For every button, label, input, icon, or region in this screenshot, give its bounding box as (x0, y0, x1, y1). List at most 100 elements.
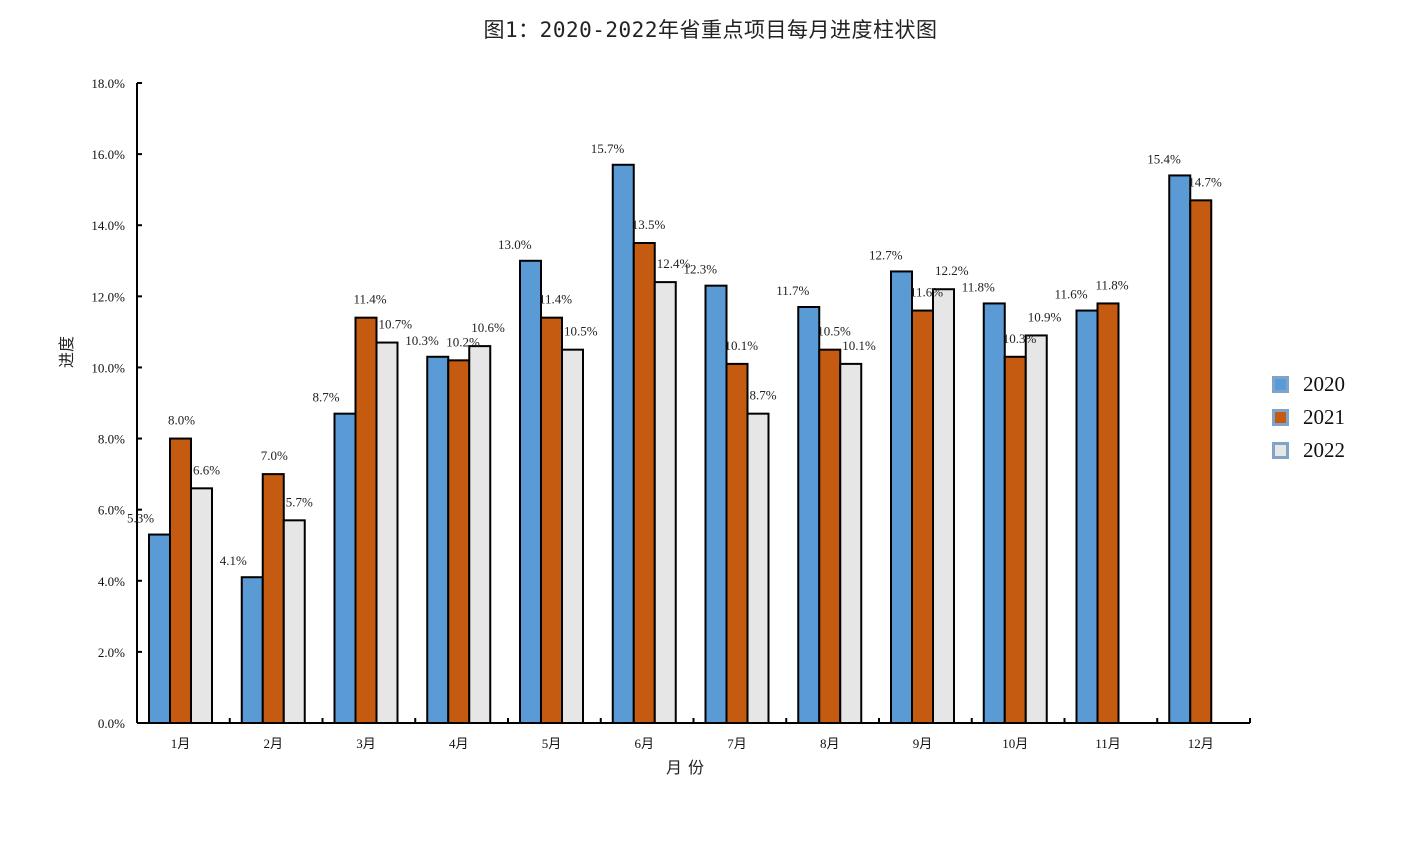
data-label: 12.7% (869, 247, 903, 262)
data-label: 11.7% (776, 283, 809, 298)
x-tick-label: 5月 (542, 736, 562, 751)
bar-2022-9月[interactable] (932, 288, 955, 724)
bar-2020-7月[interactable] (704, 284, 728, 724)
bar-2021-9月[interactable] (911, 309, 934, 724)
data-label: 8.0% (168, 413, 195, 428)
data-label: 11.6% (1055, 287, 1088, 302)
bar-2020-1月[interactable] (148, 533, 171, 724)
y-tick-label: 18.0% (91, 76, 125, 91)
x-tick-label: 11月 (1095, 736, 1121, 751)
data-label: 12.3% (684, 262, 718, 277)
legend-item-2022[interactable]: 2022 (1272, 434, 1345, 467)
legend-item-2020[interactable]: 2020 (1272, 368, 1345, 401)
data-label: 11.4% (539, 292, 572, 307)
bar-2020-10月[interactable] (982, 302, 1006, 724)
bar-2020-5月[interactable] (519, 259, 542, 724)
x-tick-label: 10月 (1002, 736, 1028, 751)
bar-2022-7月[interactable] (746, 412, 770, 724)
data-label: 10.2% (446, 334, 480, 349)
legend-label: 2020 (1303, 372, 1345, 396)
data-label: 10.5% (564, 324, 598, 339)
bar-2021-7月[interactable] (725, 362, 749, 724)
bar-2021-3月[interactable] (354, 316, 378, 724)
legend-swatch-2021 (1272, 409, 1289, 426)
bar-2021-4月[interactable] (447, 359, 471, 724)
legend-label: 2022 (1303, 438, 1345, 462)
bar-2022-6月[interactable] (653, 281, 677, 724)
data-label: 11.4% (354, 292, 387, 307)
x-tick-label: 2月 (263, 736, 283, 751)
data-labels: 5.3% 4.1% 8.7% 10.3% 13.0% 15.7% 12.3% 11.7% 12.… (127, 141, 1222, 568)
y-tick-label: 14.0% (91, 218, 125, 233)
bar-2020-9月[interactable] (890, 270, 913, 724)
data-label: 4.1% (220, 553, 247, 568)
data-label: 6.6% (193, 462, 220, 477)
bar-2022-8月[interactable] (839, 362, 863, 724)
data-label: 11.8% (1096, 277, 1129, 292)
bar-2022-2月[interactable] (282, 519, 306, 724)
bar-2021-5月[interactable] (540, 316, 563, 724)
y-tick-label: 2.0% (98, 645, 125, 660)
data-label: 5.3% (127, 511, 154, 526)
data-label: 10.7% (379, 317, 413, 332)
bar-2020-12月[interactable] (1168, 174, 1192, 724)
data-label: 8.7% (313, 390, 340, 405)
x-tick-label: 7月 (727, 736, 747, 751)
y-tick-label: 6.0% (98, 503, 125, 518)
bar-2020-6月[interactable] (611, 163, 635, 724)
legend: 2020 2021 2022 (1272, 368, 1345, 467)
data-label: 5.7% (286, 494, 313, 509)
bar-2022-1月[interactable] (190, 487, 213, 725)
bar-2020-2月[interactable] (240, 576, 264, 724)
legend-item-2021[interactable]: 2021 (1272, 401, 1345, 434)
data-label: 10.1% (725, 338, 759, 353)
data-label: 15.7% (591, 141, 625, 156)
bar-2022-3月[interactable] (375, 341, 399, 724)
legend-swatch-2020 (1272, 376, 1289, 393)
x-tick-label: 1月 (171, 736, 191, 751)
chart-title: 图1：2020-2022年省重点项目每月进度柱状图 (483, 18, 938, 42)
data-label: 12.2% (935, 263, 969, 278)
data-label: 10.3% (405, 333, 439, 348)
bar-2021-8月[interactable] (818, 348, 842, 724)
x-tick-label: 3月 (356, 736, 376, 751)
bar-2022-5月[interactable] (561, 348, 584, 724)
y-tick-label: 12.0% (91, 289, 125, 304)
x-tick-label: 6月 (634, 736, 654, 751)
bar-2020-4月[interactable] (426, 355, 450, 724)
y-axis-title: 进度 (57, 336, 76, 368)
y-tick-label: 16.0% (91, 147, 125, 162)
bar-2021-10月[interactable] (1003, 355, 1027, 724)
bar-2021-6月[interactable] (632, 242, 656, 724)
y-tick-label: 10.0% (91, 360, 125, 375)
data-label: 13.5% (632, 217, 666, 232)
data-label: 13.0% (498, 237, 532, 252)
x-tick-label: 4月 (449, 736, 469, 751)
bar-2021-12月[interactable] (1189, 199, 1213, 725)
data-label: 10.1% (842, 338, 876, 353)
legend-label: 2021 (1303, 405, 1345, 429)
data-label: 15.4% (1147, 151, 1181, 166)
bar-groups (148, 163, 1213, 725)
bar-2022-4月[interactable] (468, 345, 492, 724)
x-tick-label: 12月 (1188, 736, 1214, 751)
data-label: 14.7% (1188, 174, 1222, 189)
y-tick-label: 4.0% (98, 574, 125, 589)
bar-2020-8月[interactable] (797, 306, 821, 724)
bar-2020-11月[interactable] (1075, 309, 1099, 724)
bar-2021-1月[interactable] (169, 437, 192, 724)
bar-2021-11月[interactable] (1096, 302, 1120, 724)
data-label: 7.0% (261, 448, 288, 463)
data-label: 11.6% (910, 285, 943, 300)
bar-2022-10月[interactable] (1024, 334, 1048, 724)
legend-swatch-2022 (1272, 442, 1289, 459)
x-tick-label: 8月 (820, 736, 840, 751)
y-tick-label: 0.0% (98, 716, 125, 731)
data-label: 11.8% (962, 279, 995, 294)
y-axis: 0.0% 2.0% 4.0% 6.0% 8.0% 10.0% 12.0% 14.0% 16.0%… (91, 76, 142, 731)
bar-2020-3月[interactable] (333, 412, 357, 724)
bar-2021-2月[interactable] (261, 473, 285, 724)
data-label: 12.4% (657, 256, 691, 271)
data-label: 10.9% (1028, 309, 1062, 324)
